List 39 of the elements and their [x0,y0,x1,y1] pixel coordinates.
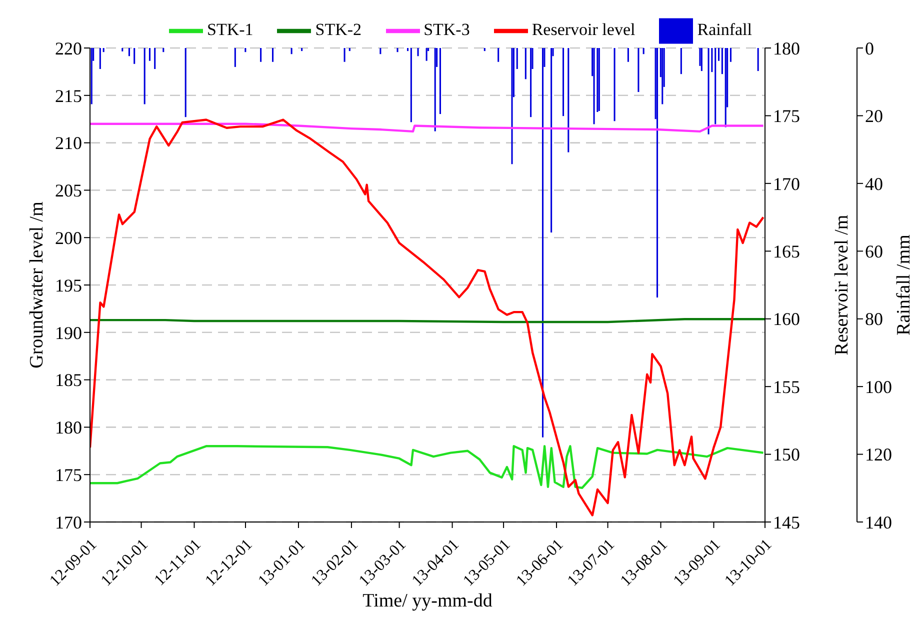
line-series [90,118,764,516]
legend-label: STK-1 [207,20,254,39]
y-tick-label: 195 [55,275,82,296]
y-tick-label: 190 [55,322,82,343]
y3-tick-label: 100 [865,376,892,397]
y-tick-label: 215 [55,86,82,106]
x-axis-title: Time/ yy-mm-dd [362,590,493,612]
y3-tick-label: 20 [865,106,883,126]
y2-axis-title: Reservoir level /m [831,214,852,356]
y3-tick-label: 40 [865,174,883,194]
y3-tick-label: 140 [865,512,892,532]
y3-tick-label: 0 [865,38,874,58]
y-tick-label: 180 [55,418,82,438]
y2-tick-label: 170 [773,174,800,194]
y3-tick-label: 120 [865,444,892,465]
line-series [90,122,764,133]
y-tick-label: 170 [55,512,82,532]
legend-label: STK-3 [424,20,470,39]
y2-tick-label: 150 [773,444,800,465]
y2-tick-label: 175 [773,106,800,126]
y-tick-label: 200 [55,228,82,248]
legend-label: Reservoir level [532,20,636,39]
y-tick-label: 175 [55,464,82,485]
y-tick-label: 205 [55,180,82,201]
y2-tick-label: 165 [773,242,800,262]
y2-tick-label: 180 [773,38,800,58]
y-tick-label: 185 [55,370,82,390]
y2-tick-label: 160 [773,309,800,330]
y-tick-label: 220 [55,38,82,58]
y3-tick-label: 80 [865,309,883,330]
y2-tick-label: 155 [773,376,800,397]
y3-axis-title: Rainfall /mm [893,234,914,336]
y-tick-label: 210 [55,133,82,154]
y-axis-title: Groundwater level /m [26,201,48,368]
legend-label: Rainfall [697,20,752,39]
legend-label: STK-2 [315,20,362,39]
line-series [90,445,764,489]
y3-tick-label: 60 [865,242,883,262]
y2-tick-label: 145 [773,512,800,532]
